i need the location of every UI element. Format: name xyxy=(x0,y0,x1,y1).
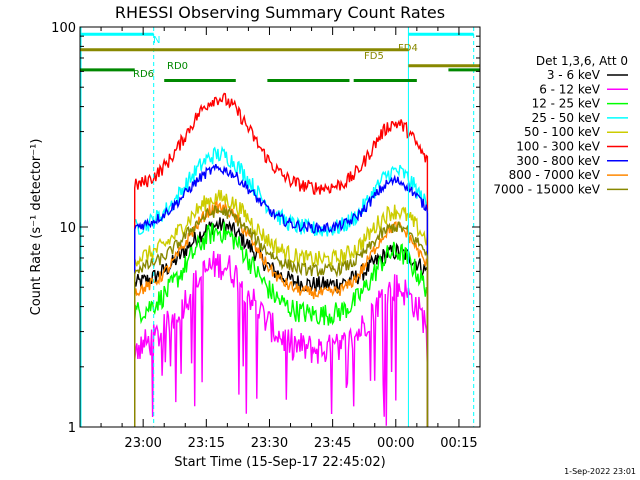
y-tick-label: 10 xyxy=(59,221,76,236)
series-line xyxy=(134,221,429,427)
legend-entry-label: 3 - 6 keV xyxy=(547,68,601,82)
y-tick-label: 1 xyxy=(68,421,76,436)
x-tick-label: 23:45 xyxy=(314,436,351,451)
flag-label: RD6 xyxy=(133,69,154,80)
series-line xyxy=(134,145,429,427)
chart-title: RHESSI Observing Summary Count Rates xyxy=(115,3,445,22)
series-line xyxy=(134,250,429,427)
legend-entry-label: 300 - 800 keV xyxy=(516,154,600,168)
legend-entry-label: 50 - 100 keV xyxy=(524,125,601,139)
legend-entry-label: 7000 - 15000 keV xyxy=(493,182,600,196)
date-stamp: 1-Sep-2022 23:01 xyxy=(564,467,636,476)
series-line xyxy=(134,205,429,427)
series-line xyxy=(134,92,429,427)
series-line xyxy=(134,163,429,427)
x-tick-label: 00:00 xyxy=(377,436,414,451)
flag-label: N xyxy=(153,35,160,46)
flag-label: RD0 xyxy=(167,61,188,72)
x-tick-label: 23:30 xyxy=(251,436,288,451)
x-tick-label: 00:15 xyxy=(440,436,477,451)
y-tick-label: 100 xyxy=(51,21,76,36)
marker-layer: N FD4 FD5 RD0 RD6 xyxy=(80,27,480,427)
legend-entry-label: 25 - 50 keV xyxy=(532,111,601,125)
x-axis-label: Start Time (15-Sep-17 22:45:02) xyxy=(174,455,385,470)
legend-title: Det 1,3,6, Att 0 xyxy=(536,54,628,68)
legend-entry-label: 100 - 300 keV xyxy=(516,140,600,154)
y-axis-label: Count Rate (s⁻¹ detector⁻¹) xyxy=(29,139,44,316)
axis-layer: 23:00 23:15 23:30 23:45 00:00 00:15 1 10 100 xyxy=(51,21,480,451)
legend-entry-label: 6 - 12 keV xyxy=(539,82,601,96)
series-layer xyxy=(134,92,429,427)
series-line xyxy=(134,189,429,427)
flag-label: FD5 xyxy=(364,51,384,62)
legend-entry-label: 800 - 7000 keV xyxy=(509,168,601,182)
x-tick-label: 23:15 xyxy=(188,436,225,451)
series-line xyxy=(134,200,429,427)
x-tick-label: 23:00 xyxy=(124,436,161,451)
legend-entry-label: 12 - 25 keV xyxy=(532,97,601,111)
flag-label: FD4 xyxy=(398,43,418,54)
